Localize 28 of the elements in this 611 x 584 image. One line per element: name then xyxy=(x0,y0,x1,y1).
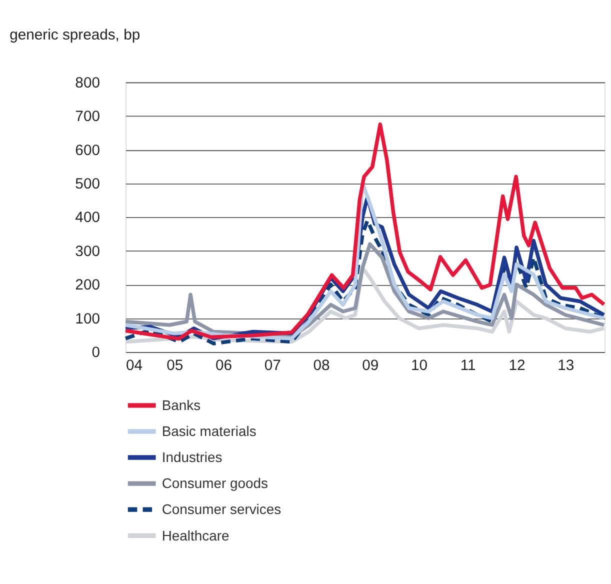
x-tick-label: 07 xyxy=(264,358,281,374)
line-series xyxy=(124,242,606,339)
y-tick-label: 600 xyxy=(75,142,100,159)
legend-label: Industries xyxy=(162,449,222,466)
y-tick-label: 400 xyxy=(75,210,100,226)
y-tick-label: 800 xyxy=(75,75,100,92)
y-tick-label: 300 xyxy=(75,244,100,260)
y-tick-label: 200 xyxy=(75,278,100,294)
legend-label: Banks xyxy=(162,397,201,414)
x-tick-label: 06 xyxy=(215,358,232,374)
x-tick-label: 04 xyxy=(126,358,143,374)
x-tick-label: 12 xyxy=(508,358,526,374)
y-tick-label: 100 xyxy=(75,311,100,328)
legend-label: Basic materials xyxy=(162,423,256,440)
x-tick-label: 09 xyxy=(362,358,379,374)
y-tick-label: 0 xyxy=(92,345,100,362)
line-series xyxy=(124,122,606,341)
x-tick-label: 10 xyxy=(410,358,428,374)
legend-label: Healthcare xyxy=(162,527,230,544)
y-tick-label: 700 xyxy=(75,109,100,126)
legend-label: Consumer goods xyxy=(162,475,268,492)
x-tick-label: 11 xyxy=(460,358,476,374)
y-tick-label: 500 xyxy=(75,176,100,193)
x-tick-label: 08 xyxy=(313,358,330,374)
x-tick-label: 05 xyxy=(166,358,184,374)
chart-title: generic spreads, bp xyxy=(10,27,140,44)
legend-label: Consumer services xyxy=(162,501,282,518)
x-tick-label: 13 xyxy=(558,358,574,374)
